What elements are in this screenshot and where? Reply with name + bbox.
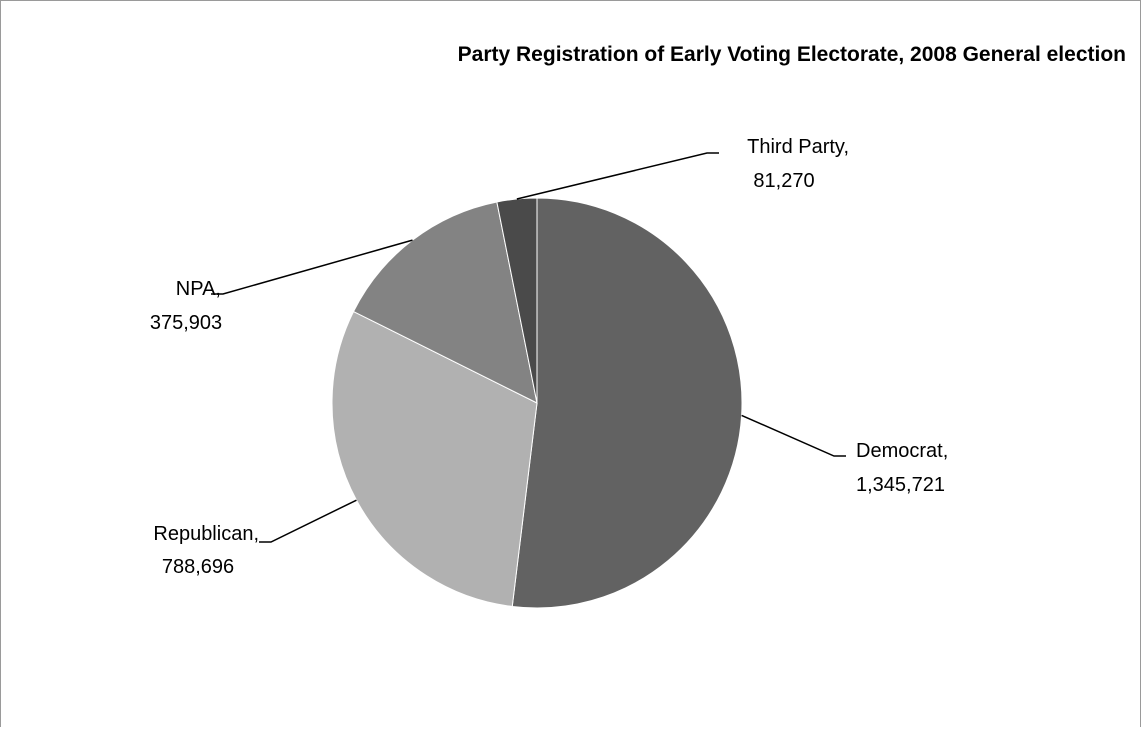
pie-slice-republican: [331, 310, 538, 608]
leader-line-republican: [259, 499, 357, 543]
data-label-third-party-value: 81,270: [753, 170, 814, 192]
data-label-third-party-name: Third Party,: [747, 136, 849, 158]
data-label-npa-value: 375,903: [150, 312, 222, 334]
pie-slice-democrat: [511, 197, 743, 609]
leader-line-third-party: [516, 152, 719, 200]
chart-title: Party Registration of Early Voting Elect…: [457, 43, 1126, 66]
data-label-npa-name: NPA,: [176, 278, 221, 300]
leader-line-npa: [211, 239, 413, 295]
data-label-democrat-value: 1,345,721: [856, 474, 945, 496]
data-label-republican-value: 788,696: [162, 556, 234, 578]
data-label-democrat-name: Democrat,: [856, 440, 948, 462]
data-label-republican-name: Republican,: [153, 523, 259, 545]
leader-line-democrat: [741, 414, 846, 457]
